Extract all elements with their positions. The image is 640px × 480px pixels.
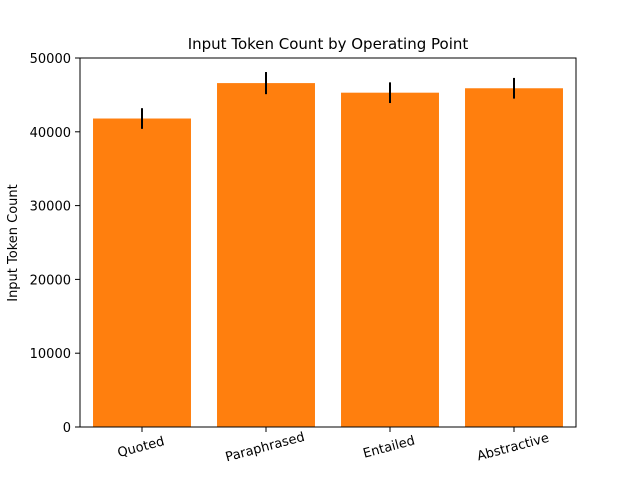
plot-frame: [79, 57, 577, 428]
y-axis-title: Input Token Count: [6, 184, 21, 302]
bar-entailed: [341, 92, 439, 427]
bar-paraphrased: [217, 83, 315, 427]
y-axis: 0 10000 20000 30000 40000 50000: [30, 52, 80, 436]
error-bars-layer: [141, 72, 515, 129]
y-tick-label: 50000: [30, 52, 71, 67]
y-tick-label: 20000: [30, 273, 71, 288]
x-tick-label-abstractive: Abstractive: [475, 431, 550, 465]
y-tick-label: 10000: [30, 347, 71, 362]
x-tick-label-paraphrased: Paraphrased: [224, 430, 306, 466]
chart-title: Input Token Count by Operating Point: [188, 35, 469, 53]
x-axis: Quoted Paraphrased Entailed Abstractive: [116, 427, 551, 465]
x-tick-label-entailed: Entailed: [362, 434, 417, 462]
bar-quoted: [93, 118, 191, 428]
bar-abstractive: [465, 88, 563, 428]
x-tick-label-quoted: Quoted: [116, 434, 166, 461]
y-tick-label: 30000: [30, 200, 71, 215]
y-tick-label: 40000: [30, 126, 71, 141]
y-tick-label: 0: [63, 421, 71, 436]
bars-layer: [93, 83, 563, 428]
